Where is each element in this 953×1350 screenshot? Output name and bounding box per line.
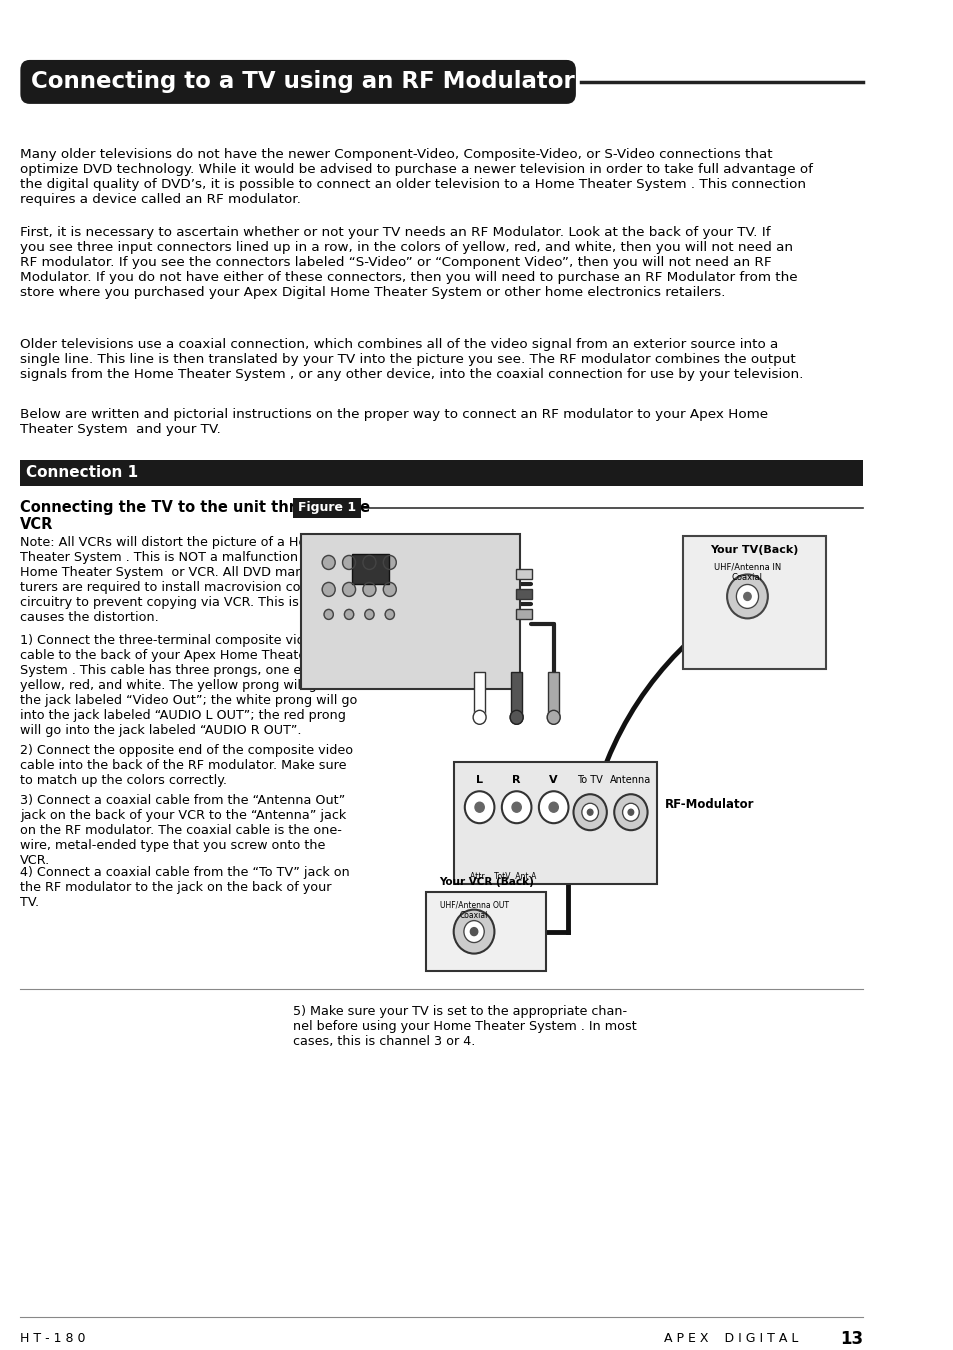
Circle shape (512, 802, 520, 813)
Text: Connecting to a TV using an RF Modulator: Connecting to a TV using an RF Modulator (31, 70, 575, 93)
Circle shape (463, 921, 484, 942)
Text: Antenna: Antenna (610, 775, 651, 786)
Circle shape (614, 794, 647, 830)
Bar (425, 892, 546, 971)
Bar (516, 570, 532, 579)
Text: Figure 1: Figure 1 (297, 501, 355, 514)
Text: Attr    TotV  Ant-A: Attr TotV Ant-A (470, 872, 537, 880)
Text: 2) Connect the opposite end of the composite video
cable into the back of the RF: 2) Connect the opposite end of the compo… (20, 744, 354, 787)
Text: Older televisions use a coaxial connection, which combines all of the video sign: Older televisions use a coaxial connecti… (20, 338, 803, 381)
Text: RF-Modulator: RF-Modulator (664, 798, 754, 811)
Text: 4) Connect a coaxial cable from the “To TV” jack on
the RF modulator to the jack: 4) Connect a coaxial cable from the “To … (20, 867, 350, 909)
Circle shape (587, 809, 593, 815)
Text: 5) Make sure your TV is set to the appropriate chan-
nel before using your Home : 5) Make sure your TV is set to the appro… (293, 1004, 636, 1048)
Bar (516, 609, 532, 620)
Circle shape (547, 710, 559, 725)
Circle shape (573, 794, 606, 830)
Circle shape (475, 802, 484, 813)
Text: UHF/Antenna IN
Coaxial: UHF/Antenna IN Coaxial (713, 563, 781, 582)
Bar (516, 590, 532, 599)
Text: Connection 1: Connection 1 (26, 464, 138, 481)
Bar (454, 763, 657, 884)
Circle shape (362, 582, 375, 597)
Text: To TV: To TV (577, 775, 602, 786)
Bar (511, 672, 521, 717)
Circle shape (501, 791, 531, 823)
Circle shape (344, 609, 354, 620)
Text: Connecting the TV to the unit through the
VCR: Connecting the TV to the unit through th… (20, 500, 370, 532)
Circle shape (470, 927, 477, 936)
Circle shape (324, 609, 333, 620)
Circle shape (473, 710, 486, 725)
Circle shape (322, 582, 335, 597)
Text: 3) Connect a coaxial cable from the “Antenna Out”
jack on the back of your VCR t: 3) Connect a coaxial cable from the “Ant… (20, 794, 346, 867)
Text: UHF/Antenna OUT
Coaxial: UHF/Antenna OUT Coaxial (439, 900, 508, 919)
Text: A P E X    D I G I T A L: A P E X D I G I T A L (663, 1332, 798, 1345)
Text: L: L (476, 775, 482, 786)
Text: Many older televisions do not have the newer Component-Video, Composite-Video, o: Many older televisions do not have the n… (20, 148, 813, 205)
Circle shape (383, 582, 395, 597)
Text: First, it is necessary to ascertain whether or not your TV needs an RF Modulator: First, it is necessary to ascertain whet… (20, 225, 797, 298)
Bar (20, 459, 862, 486)
Text: Note: All VCRs will distort the picture of a Home
Theater System . This is NOT a: Note: All VCRs will distort the picture … (20, 536, 346, 625)
Circle shape (622, 803, 639, 821)
Circle shape (736, 585, 758, 609)
Circle shape (538, 791, 568, 823)
Bar (300, 535, 519, 690)
Text: R: R (512, 775, 520, 786)
Circle shape (383, 555, 395, 570)
Circle shape (342, 555, 355, 570)
Text: 13: 13 (839, 1330, 862, 1347)
Circle shape (464, 791, 494, 823)
Text: V: V (549, 775, 558, 786)
Bar (293, 498, 361, 517)
FancyBboxPatch shape (20, 59, 576, 104)
Bar (474, 672, 485, 717)
Circle shape (743, 593, 750, 601)
Circle shape (549, 802, 558, 813)
Bar (548, 672, 558, 717)
Circle shape (454, 910, 494, 953)
Circle shape (342, 582, 355, 597)
Circle shape (726, 575, 767, 618)
Circle shape (510, 710, 522, 725)
Text: 1) Connect the three-terminal composite video
cable to the back of your Apex Hom: 1) Connect the three-terminal composite … (20, 634, 357, 737)
Circle shape (581, 803, 598, 821)
Circle shape (364, 609, 374, 620)
Bar (352, 555, 389, 585)
Text: Below are written and pictorial instructions on the proper way to connect an RF : Below are written and pictorial instruct… (20, 408, 768, 436)
Circle shape (322, 555, 335, 570)
Circle shape (627, 809, 633, 815)
Bar (682, 536, 825, 670)
Text: H T - 1 8 0: H T - 1 8 0 (20, 1332, 86, 1345)
Text: Your TV(Back): Your TV(Back) (710, 545, 798, 555)
Circle shape (385, 609, 394, 620)
Text: Your VCR (Back): Your VCR (Back) (438, 878, 533, 887)
Circle shape (362, 555, 375, 570)
